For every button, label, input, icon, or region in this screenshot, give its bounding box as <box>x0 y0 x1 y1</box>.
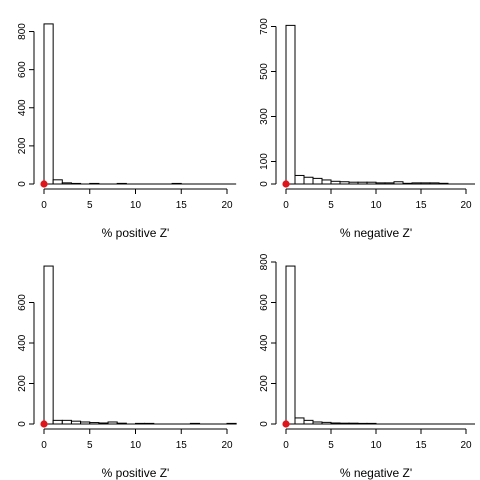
y-tick-label: 200 <box>259 375 270 392</box>
x-tick-label: 20 <box>221 200 233 211</box>
y-tick-label: 0 <box>259 421 270 427</box>
y-tick-label: 0 <box>17 421 28 427</box>
histogram-panel-top-right: 0 5 10 15 20 0 100 300 500 700 % negative Z' <box>259 18 475 240</box>
histogram-bar <box>312 177 323 185</box>
y-tick-label: 200 <box>17 137 28 154</box>
x-axis-label: % positive Z' <box>102 466 170 480</box>
y-tick-label: 500 <box>259 63 270 80</box>
y-tick-label: 100 <box>259 153 270 170</box>
y-tick-label: 800 <box>17 23 28 40</box>
x-tick-label: 20 <box>460 200 472 211</box>
x-tick-label: 15 <box>176 200 188 211</box>
x-axis-label: % negative Z' <box>340 226 412 240</box>
x-axis-label: % positive Z' <box>102 226 170 240</box>
reference-point-marker <box>40 420 48 428</box>
x-tick-label: 15 <box>415 440 427 451</box>
y-tick-label: 800 <box>259 253 270 270</box>
x-tick-label: 0 <box>41 440 47 451</box>
x-axis-label: % negative Z' <box>340 466 412 480</box>
y-tick-label: 400 <box>17 334 28 351</box>
x-tick-label: 10 <box>130 200 142 211</box>
histogram-bar <box>294 417 305 425</box>
x-tick-label: 10 <box>370 440 382 451</box>
histogram-bar <box>61 419 72 425</box>
x-tick-label: 0 <box>41 200 47 211</box>
y-tick-label: 400 <box>259 334 270 351</box>
x-tick-label: 5 <box>328 200 334 211</box>
reference-point-marker <box>40 180 48 188</box>
x-tick-label: 0 <box>283 200 289 211</box>
y-tick-label: 200 <box>17 375 28 392</box>
x-tick-label: 10 <box>370 200 382 211</box>
x-tick-label: 20 <box>460 440 472 451</box>
x-tick-label: 15 <box>415 200 427 211</box>
y-tick-label: 0 <box>259 181 270 187</box>
y-tick-label: 600 <box>259 294 270 311</box>
histogram-bar <box>321 179 332 185</box>
y-tick-label: 300 <box>259 108 270 125</box>
x-tick-label: 5 <box>87 200 93 211</box>
histogram-bar <box>285 24 296 185</box>
histogram-bar <box>52 419 63 425</box>
histogram-bar <box>303 176 314 185</box>
histogram-bar <box>294 174 305 185</box>
x-tick-label: 10 <box>130 440 142 451</box>
y-tick-label: 400 <box>17 99 28 116</box>
histogram-bar <box>285 265 296 425</box>
histogram-bar <box>43 23 54 185</box>
y-tick-label: 600 <box>17 294 28 311</box>
reference-point-marker <box>282 420 290 428</box>
y-tick-label: 700 <box>259 18 270 35</box>
histogram-bar <box>52 179 63 185</box>
histogram-bar <box>303 419 314 425</box>
y-tick-label: 600 <box>17 61 28 78</box>
histogram-bar <box>43 265 54 425</box>
x-tick-label: 15 <box>176 440 188 451</box>
x-tick-label: 0 <box>283 440 289 451</box>
x-tick-label: 20 <box>221 440 233 451</box>
reference-point-marker <box>282 180 290 188</box>
x-tick-label: 5 <box>87 440 93 451</box>
x-tick-label: 5 <box>328 440 334 451</box>
y-tick-label: 0 <box>17 181 28 187</box>
